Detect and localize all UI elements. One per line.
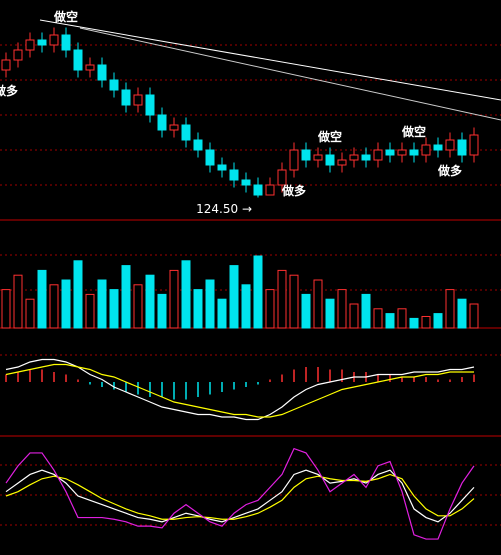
candle-body <box>301 149 311 161</box>
candle-body <box>385 149 395 156</box>
volume-bar <box>433 313 443 329</box>
volume-bar <box>181 260 191 329</box>
volume-bar <box>289 274 299 329</box>
candle-body <box>169 124 179 131</box>
candle-body <box>373 149 383 161</box>
volume-bar <box>37 269 47 329</box>
volume-bar <box>277 269 287 329</box>
volume-bar <box>229 265 239 329</box>
candle-body <box>181 124 191 141</box>
volume-bar <box>325 298 335 329</box>
candle-body <box>265 184 275 196</box>
indicator-line <box>5 447 475 540</box>
volume-bar <box>397 308 407 329</box>
volume-bar <box>373 308 383 329</box>
candle-body <box>1 59 11 71</box>
volume-bar <box>61 279 71 329</box>
candle-body <box>277 169 287 186</box>
volume-bar <box>121 265 131 329</box>
volume-bar <box>13 274 23 329</box>
indicator-line <box>5 363 474 418</box>
volume-bar <box>1 289 11 329</box>
candle-body <box>361 154 371 161</box>
candle-body <box>409 149 419 156</box>
volume-bar <box>349 303 359 329</box>
volume-bar <box>97 279 107 329</box>
signal-label: 做多 <box>437 163 462 178</box>
candle-body <box>121 89 131 106</box>
low-price-label: 124.50 → <box>196 202 252 216</box>
candle-body <box>157 114 167 131</box>
volume-bar <box>265 289 275 329</box>
volume-bar <box>109 289 119 329</box>
candle-body <box>193 139 203 151</box>
volume-bar <box>169 269 179 329</box>
volume-bar <box>133 284 143 329</box>
candle-body <box>337 159 347 166</box>
candle-body <box>313 154 323 161</box>
candle-body <box>73 49 83 71</box>
candle-body <box>13 49 23 61</box>
volume-bar <box>301 293 311 329</box>
candle-body <box>253 184 263 196</box>
candle-body <box>241 179 251 186</box>
candle-body <box>325 154 335 166</box>
candle-body <box>97 64 107 81</box>
volume-bar <box>409 317 419 329</box>
trend-line <box>79 27 501 121</box>
candle-body <box>61 34 71 51</box>
signal-label: 做空 <box>53 9 78 24</box>
candle-body <box>109 79 119 91</box>
signal-label: 做多 <box>281 183 306 198</box>
candle-body <box>421 144 431 156</box>
volume-bar <box>385 313 395 329</box>
candle-body <box>445 139 455 151</box>
candle-body <box>133 94 143 106</box>
candle-body <box>397 149 407 156</box>
volume-bar <box>421 315 431 329</box>
volume-bar <box>241 284 251 329</box>
candle-body <box>457 139 467 156</box>
candle-body <box>217 164 227 171</box>
volume-bar <box>253 255 263 329</box>
volume-bar <box>25 298 35 329</box>
volume-bar <box>457 298 467 329</box>
candle-body <box>49 34 59 46</box>
candle-body <box>469 134 479 156</box>
signal-label: 做多 <box>0 83 18 98</box>
candle-body <box>205 149 215 166</box>
candle-body <box>25 39 35 51</box>
volume-bar <box>145 274 155 329</box>
trend-line <box>39 19 501 101</box>
volume-bar <box>445 289 455 329</box>
candle-body <box>85 64 95 71</box>
volume-bar <box>337 289 347 329</box>
candle-body <box>433 144 443 151</box>
volume-bar <box>157 293 167 329</box>
volume-bar <box>49 284 59 329</box>
candle-body <box>349 154 359 161</box>
volume-bar <box>361 293 371 329</box>
candle-body <box>229 169 239 181</box>
volume-bar <box>73 260 83 329</box>
candle-body <box>145 94 155 116</box>
signal-label: 做空 <box>401 124 426 139</box>
candle-body <box>37 39 47 46</box>
candle-body <box>289 149 299 171</box>
volume-bar <box>193 289 203 329</box>
volume-bar <box>85 293 95 329</box>
volume-bar <box>313 279 323 329</box>
indicator-line <box>5 358 475 421</box>
volume-bar <box>217 298 227 329</box>
volume-bar <box>469 303 479 329</box>
volume-bar <box>205 279 215 329</box>
signal-label: 做空 <box>317 129 342 144</box>
